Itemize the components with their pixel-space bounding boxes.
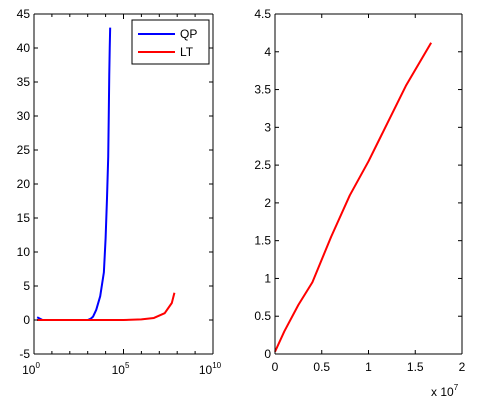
- left-y-tick-label: 40: [17, 41, 31, 55]
- left-x-tick-label-base: 10: [22, 363, 36, 377]
- right-x-tick-label: 2: [459, 360, 466, 374]
- legend-label-qp: QP: [180, 27, 197, 41]
- right-y-tick-label: 3: [264, 120, 271, 134]
- right-y-tick-label: 0.5: [254, 309, 271, 323]
- right-y-tick-label: 4.5: [254, 7, 271, 21]
- right-y-tick-label: 2.5: [254, 158, 271, 172]
- left-x-tick-label-base: 10: [199, 363, 213, 377]
- right-y-tick-label: 1: [264, 271, 271, 285]
- left-y-tick-label: 15: [17, 211, 31, 225]
- left-plot-area: [34, 14, 213, 354]
- right-x-tick-label: 0.5: [313, 360, 330, 374]
- legend-label-lt: LT: [180, 45, 194, 59]
- left-x-tick-label-exponent: 0: [35, 361, 40, 370]
- right-x-exponent-prefix: x 10: [431, 385, 454, 399]
- right-x-exponent-power: 7: [454, 383, 459, 392]
- right-axes: 00.511.522.533.544.50 0.5 1 1.5 2x 107: [254, 7, 465, 399]
- left-y-tick-label: 5: [23, 279, 30, 293]
- series-line-lt: [37, 292, 176, 321]
- right-y-tick-label: 1.5: [254, 234, 271, 248]
- legend: QP LT: [131, 19, 210, 65]
- legend-box: [131, 19, 210, 65]
- left-y-tick-label: 45: [17, 7, 31, 21]
- left-x-tick-label: 100: [22, 361, 40, 377]
- left-y-tick-label: -5: [19, 347, 30, 361]
- left-y-tick-label: 35: [17, 75, 31, 89]
- right-plot-area: [275, 14, 462, 354]
- right-y-tick-label: 3.5: [254, 83, 271, 97]
- left-x-tick-label-exponent: 10: [212, 361, 221, 370]
- right-series-line: [274, 42, 433, 353]
- left-x-tick-label: 105: [112, 361, 130, 377]
- right-x-tick-label: 0: [272, 360, 279, 374]
- left-y-tick-label: 0: [23, 313, 30, 327]
- right-x-tick-label: 1: [365, 360, 372, 374]
- left-y-tick-label: 10: [17, 245, 31, 259]
- left-x-tick-label-base: 10: [112, 363, 126, 377]
- left-x-tick-label-exponent: 5: [125, 361, 130, 370]
- right-x-exponent-label: x 107: [431, 383, 459, 399]
- left-y-tick-label: 30: [17, 109, 31, 123]
- right-y-tick-label: 0: [264, 347, 271, 361]
- left-x-tick-label: 1010: [199, 361, 222, 377]
- right-y-tick-label: 2: [264, 196, 271, 210]
- left-y-tick-label: 20: [17, 177, 31, 191]
- right-x-tick-label: 1.5: [407, 360, 424, 374]
- left-y-tick-label: 25: [17, 143, 31, 157]
- right-y-tick-label: 4: [264, 45, 271, 59]
